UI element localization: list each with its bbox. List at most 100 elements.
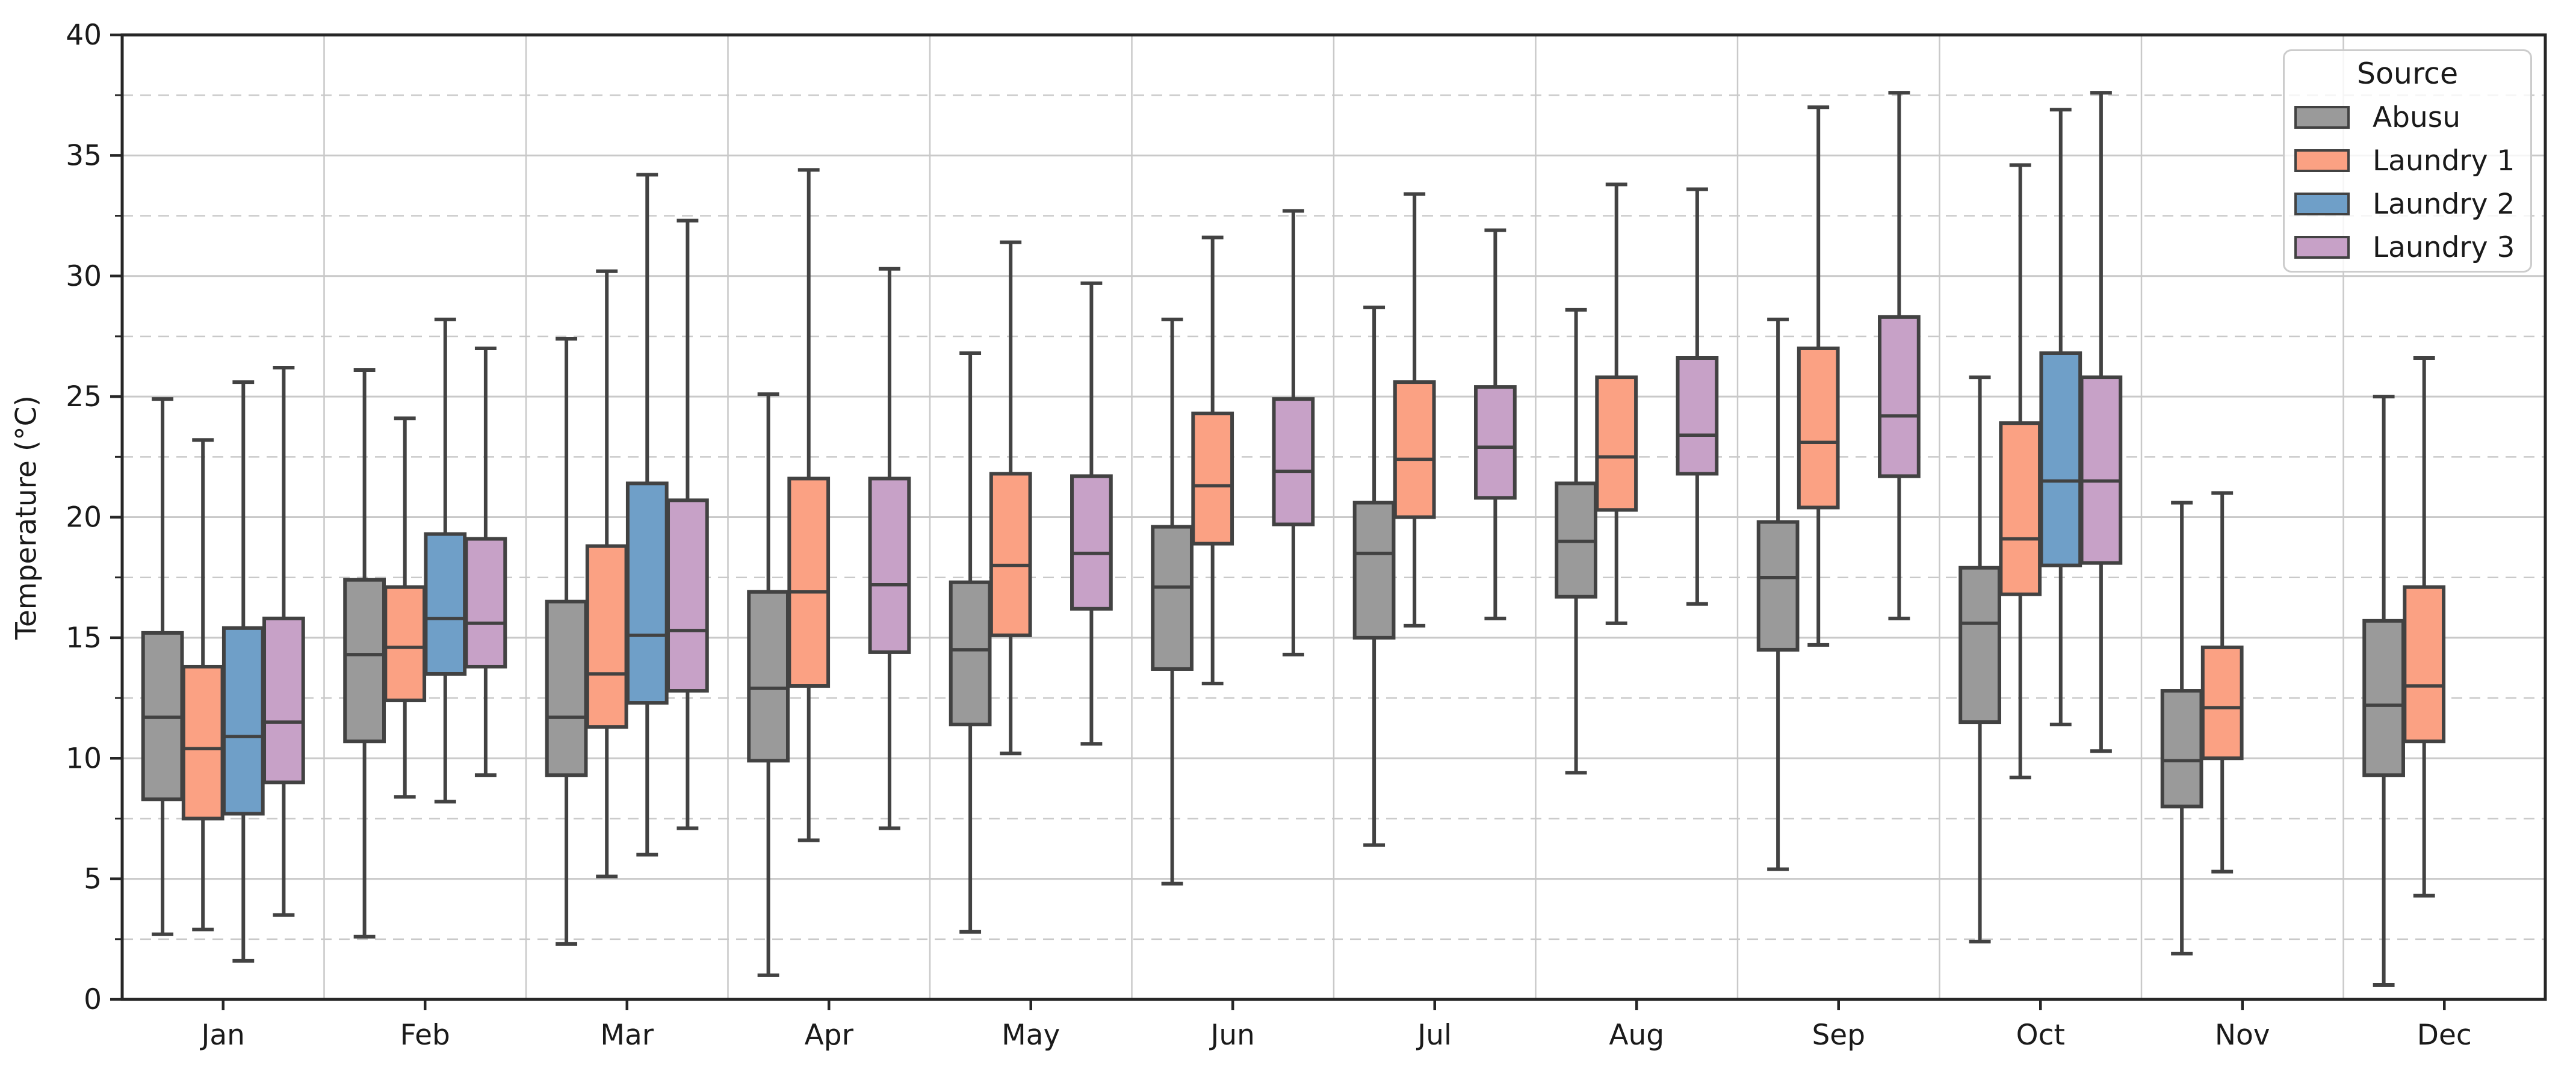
box-mar-laundry-2 <box>625 173 669 857</box>
x-tick-label-may: May <box>1002 1019 1060 1052</box>
box-feb-laundry-3 <box>464 346 507 777</box>
box-sep-laundry-1 <box>1797 105 1840 647</box>
iqr-box <box>383 585 427 703</box>
box-jul-abusu <box>1352 305 1396 847</box>
iqr-box <box>1151 525 1194 671</box>
iqr-box <box>262 616 305 785</box>
box-may-abusu <box>949 351 992 934</box>
y-tick-label-30: 30 <box>66 260 102 293</box>
x-tick-label-jun: Jun <box>1209 1019 1255 1052</box>
box-nov-abusu <box>2160 501 2203 955</box>
box-feb-laundry-1 <box>383 416 427 799</box>
y-axis-label: Temperature (°C) <box>10 395 43 640</box>
box-jun-laundry-3 <box>1272 209 1315 656</box>
box-sep-laundry-3 <box>1878 91 1921 620</box>
box-nov-laundry-1 <box>2200 491 2244 874</box>
legend-items: Abusu Laundry 1 Laundry 2 Laundry 3 <box>2285 96 2530 269</box>
iqr-box <box>1878 315 1921 478</box>
iqr-box <box>2200 645 2244 761</box>
legend-swatch-laundry-3 <box>2294 236 2350 259</box>
box-aug-laundry-1 <box>1595 182 1638 625</box>
box-may-laundry-1 <box>989 240 1032 756</box>
iqr-box <box>1393 380 1436 519</box>
iqr-box <box>1070 474 1113 611</box>
x-tick-label-apr: Apr <box>805 1019 854 1052</box>
iqr-box <box>868 477 911 654</box>
box-mar-laundry-1 <box>585 269 628 878</box>
iqr-box <box>989 472 1032 637</box>
legend-item-label: Laundry 2 <box>2373 187 2515 221</box>
box-oct-laundry-3 <box>2079 91 2123 753</box>
box-jan-laundry-3 <box>262 366 305 917</box>
y-tick-label-25: 25 <box>66 380 102 413</box>
iqr-box <box>625 481 669 705</box>
iqr-box <box>2362 619 2405 777</box>
iqr-box <box>666 498 709 693</box>
legend-item-laundry-1: Laundry 1 <box>2285 139 2530 182</box>
box-apr-laundry-1 <box>787 168 831 842</box>
iqr-box <box>1272 397 1315 526</box>
box-jan-laundry-1 <box>181 438 224 931</box>
iqr-box <box>787 477 831 688</box>
x-tick-label-nov: Nov <box>2215 1019 2270 1052</box>
box-aug-abusu <box>1555 307 1597 775</box>
legend-item-laundry-2: Laundry 2 <box>2285 182 2530 226</box>
legend-swatch-abusu <box>2294 106 2350 129</box>
iqr-box <box>1756 520 1800 652</box>
y-tick-label-0: 0 <box>84 983 102 1016</box>
iqr-box <box>2160 689 2203 809</box>
x-tick-label-jul: Jul <box>1416 1019 1452 1052</box>
box-may-laundry-3 <box>1070 281 1113 746</box>
iqr-box <box>1797 346 1840 510</box>
box-sep-abusu <box>1756 317 1800 871</box>
x-tick-label-feb: Feb <box>400 1019 450 1052</box>
legend-item-abusu: Abusu <box>2285 96 2530 139</box>
iqr-box <box>424 532 467 676</box>
iqr-box <box>545 599 588 777</box>
box-oct-laundry-2 <box>2039 108 2082 727</box>
x-tick-label-sep: Sep <box>1812 1019 1865 1052</box>
iqr-box <box>1595 375 1638 512</box>
box-jun-laundry-1 <box>1191 235 1234 686</box>
legend-title: Source <box>2356 56 2459 91</box>
legend-item-label: Abusu <box>2373 100 2461 134</box>
legend-item-label: Laundry 3 <box>2373 230 2515 264</box>
iqr-box <box>181 664 224 821</box>
legend: Source Abusu Laundry 1 Laundry 2 Laundry 3 <box>2283 49 2532 273</box>
y-tick-label-10: 10 <box>66 742 102 775</box>
box-mar-abusu <box>545 336 588 946</box>
box-oct-abusu <box>1958 375 2001 943</box>
legend-swatch-laundry-2 <box>2294 193 2350 215</box>
iqr-box <box>2403 585 2446 744</box>
legend-item-laundry-3: Laundry 3 <box>2285 226 2530 269</box>
box-mar-laundry-3 <box>666 218 709 830</box>
iqr-box <box>343 578 386 744</box>
box-jun-abusu <box>1151 317 1194 886</box>
iqr-box <box>585 544 628 729</box>
y-tick-label-35: 35 <box>66 139 102 172</box>
box-jan-abusu <box>141 397 184 936</box>
y-tick-label-40: 40 <box>66 19 102 52</box>
box-apr-abusu <box>747 392 790 977</box>
x-tick-label-oct: Oct <box>2016 1019 2065 1052</box>
box-feb-laundry-2 <box>424 317 467 804</box>
iqr-box <box>747 590 790 763</box>
box-jul-laundry-3 <box>1474 228 1517 620</box>
iqr-box <box>1999 421 2042 596</box>
iqr-box <box>1958 566 2001 724</box>
box-jul-laundry-1 <box>1393 192 1436 628</box>
x-tick-label-mar: Mar <box>600 1019 654 1052</box>
legend-item-label: Laundry 1 <box>2373 144 2515 177</box>
y-tick-label-15: 15 <box>66 622 102 655</box>
iqr-box <box>1352 501 1396 640</box>
iqr-box <box>1191 412 1234 546</box>
box-jan-laundry-2 <box>221 380 265 963</box>
iqr-box <box>1676 356 1719 476</box>
box-dec-abusu <box>2362 395 2405 987</box>
box-aug-laundry-3 <box>1676 187 1719 606</box>
iqr-box <box>221 626 265 816</box>
y-tick-label-5: 5 <box>84 863 102 896</box>
box-oct-laundry-1 <box>1999 163 2042 780</box>
